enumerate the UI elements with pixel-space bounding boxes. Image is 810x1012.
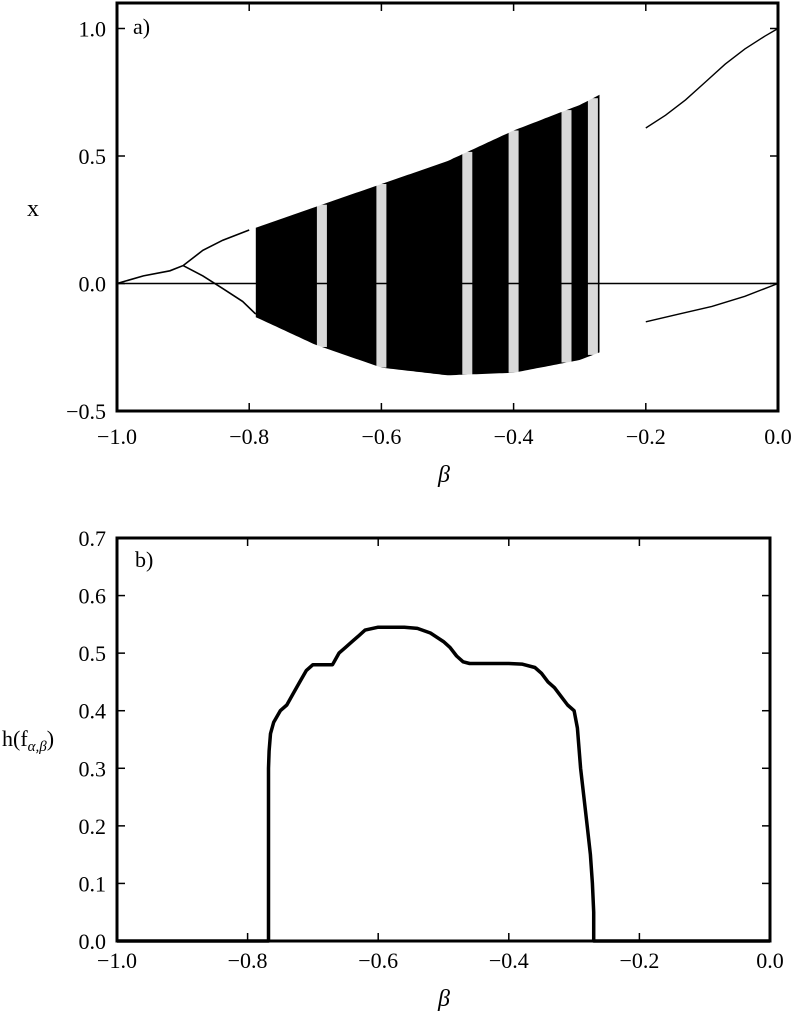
bifurcation-y-tick-label: 1.0 (79, 17, 107, 42)
periodic-window-5 (587, 98, 598, 355)
bifurcation-ticks: −1.0 −0.8 −0.6 −0.4 −0.2 0.0 −0.5 0.0 0.5 1.0 (66, 3, 792, 449)
periodic-window-2 (462, 151, 473, 375)
entropy-y-tick-label: 0.6 (79, 584, 107, 609)
entropy-curve (117, 625, 770, 943)
bifurcation-frame (115, 1, 780, 413)
bifurcation-y-axis-title: x (27, 196, 39, 222)
bifurcation-x-tick-label: −0.2 (626, 424, 666, 449)
entropy-plot-area (117, 625, 770, 943)
entropy-y-tick-label: 0.7 (79, 526, 107, 551)
bifurcation-plot-area (116, 27, 779, 376)
stable-branch-lower-left (182, 264, 257, 315)
entropy-y-axis-title-close: ) (47, 726, 54, 751)
bifurcation-panel: −1.0 −0.8 −0.6 −0.4 −0.2 0.0−0.50.00.51.0 a) … (27, 1, 792, 488)
bifurcation-x-tick-label: −0.8 (229, 424, 269, 449)
entropy-frame (115, 536, 772, 943)
entropy-y-tick-label: 0.5 (79, 641, 107, 666)
entropy-x-axis-title: β (437, 986, 450, 1012)
entropy-x-tick-label: 0.0 (756, 948, 784, 973)
bifurcation-x-tick-label: −0.4 (494, 424, 534, 449)
entropy-x-tick-label: −0.8 (228, 948, 268, 973)
stable-branch-upper-left (116, 229, 250, 285)
entropy-y-tick-label: 0.3 (79, 756, 107, 781)
bifurcation-y-tick-label: −0.5 (66, 399, 106, 424)
periodic-window-1 (376, 184, 387, 368)
chaotic-band (255, 94, 600, 376)
bifurcation-x-tick-label: 0.0 (764, 424, 792, 449)
entropy-y-tick-label: 0.0 (79, 929, 107, 954)
entropy-y-tick-label: 0.4 (79, 699, 107, 724)
bifurcation-y-tick-label: 0.5 (79, 144, 107, 169)
entropy-y-axis-title-sub: α,β (28, 739, 48, 755)
entropy-y-axis-title: h(fα,β) (2, 726, 54, 755)
bifurcation-x-axis-title: β (437, 462, 450, 488)
periodic-window-4 (561, 110, 572, 363)
entropy-x-tick-label: −1.0 (97, 948, 137, 973)
entropy-y-axis-title-main: h(f (2, 726, 28, 751)
bifurcation-x-tick-label: −0.6 (361, 424, 401, 449)
entropy-x-tick-label: −0.6 (358, 948, 398, 973)
periodic-window-0 (316, 204, 327, 347)
entropy-y-tick-label: 0.1 (79, 871, 107, 896)
bifurcation-x-tick-label: −1.0 (97, 424, 137, 449)
stable-branch-upper-right (645, 27, 779, 129)
panel-label-b: b) (135, 547, 153, 572)
panel-label-a: a) (133, 14, 150, 39)
periodic-window-3 (508, 130, 519, 373)
entropy-x-tick-label: −0.2 (619, 948, 659, 973)
entropy-panel: −1.0 −0.8 −0.6 −0.4 −0.2 0.0 0.0 0.1 0.2 0.3 0.4 0.… (2, 526, 784, 1012)
stable-branch-lower-right (645, 282, 779, 323)
entropy-y-tick-label: 0.2 (79, 814, 107, 839)
bifurcation-y-tick-label: 0.0 (79, 272, 107, 297)
entropy-ticks: −1.0 −0.8 −0.6 −0.4 −0.2 0.0 0.0 0.1 0.2 0.3 0.4 0.… (79, 526, 784, 973)
entropy-x-tick-label: −0.4 (489, 948, 529, 973)
